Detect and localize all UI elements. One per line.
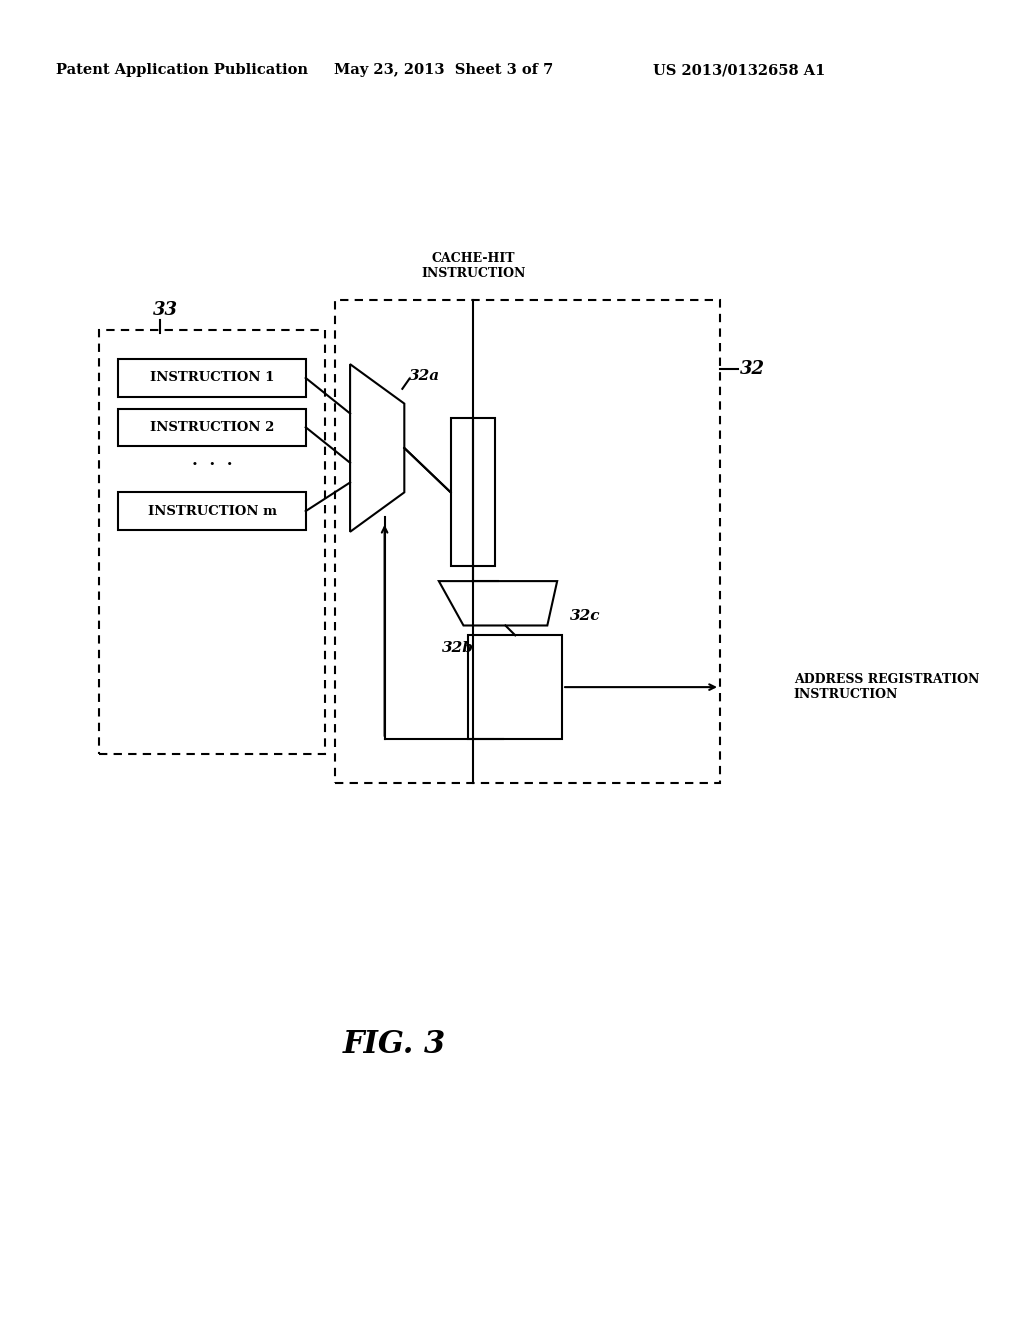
Text: 32b: 32b — [441, 642, 474, 655]
Text: INSTRUCTION 1: INSTRUCTION 1 — [150, 371, 274, 384]
Text: US 2013/0132658 A1: US 2013/0132658 A1 — [653, 63, 825, 78]
Text: 32: 32 — [739, 360, 765, 378]
Bar — [335, 300, 720, 783]
Text: 33: 33 — [153, 301, 178, 319]
Polygon shape — [439, 581, 557, 626]
Text: 32a: 32a — [410, 370, 440, 383]
Bar — [468, 635, 562, 739]
Bar — [119, 408, 306, 446]
Text: ·  ·  ·: · · · — [191, 457, 232, 474]
Polygon shape — [350, 364, 404, 532]
Text: FIG. 3: FIG. 3 — [343, 1030, 446, 1060]
Text: May 23, 2013  Sheet 3 of 7: May 23, 2013 Sheet 3 of 7 — [334, 63, 553, 78]
Bar — [98, 330, 326, 754]
Text: CACHE-HIT
INSTRUCTION: CACHE-HIT INSTRUCTION — [421, 252, 525, 280]
Text: INSTRUCTION m: INSTRUCTION m — [147, 504, 276, 517]
Text: Patent Application Publication: Patent Application Publication — [56, 63, 308, 78]
Text: INSTRUCTION 2: INSTRUCTION 2 — [150, 421, 274, 434]
Bar — [119, 359, 306, 397]
Text: ADDRESS REGISTRATION
INSTRUCTION: ADDRESS REGISTRATION INSTRUCTION — [794, 673, 979, 701]
Text: 32c: 32c — [570, 609, 600, 623]
Bar — [451, 418, 495, 566]
Bar — [119, 492, 306, 529]
